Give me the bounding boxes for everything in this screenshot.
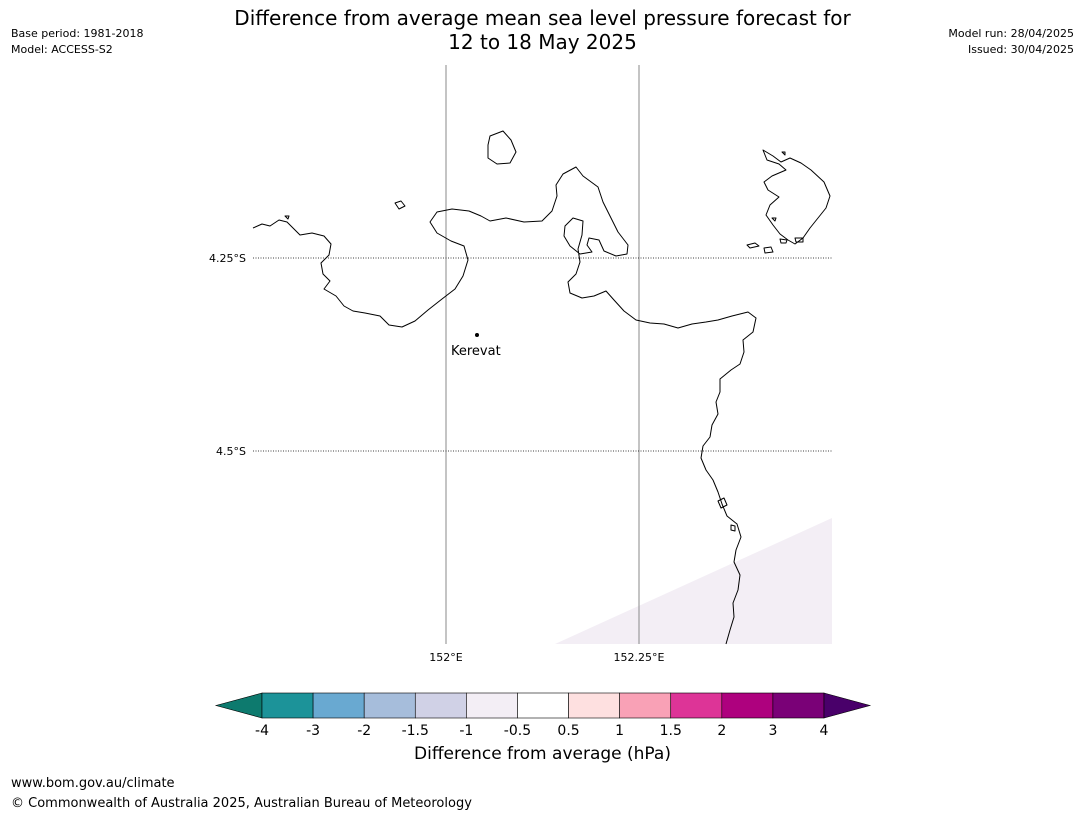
colorbar-tick-label: 1.5 (660, 723, 682, 739)
islet-south-2 (730, 524, 736, 532)
anomaly-shading (555, 518, 832, 644)
colorbar-segment (312, 692, 365, 719)
islet-south-1 (717, 497, 728, 509)
kerevat-label: Kerevat (451, 344, 501, 359)
lat-label-4-5: 4.5°S (216, 445, 246, 458)
kerevat-marker (475, 333, 479, 337)
colorbar-segment (670, 692, 723, 719)
colorbar-segment (721, 692, 774, 719)
colorbar-tick-label: -3 (306, 723, 320, 739)
colorbar-segment (568, 692, 620, 719)
colorbar-segment (261, 692, 314, 719)
islet-east-4 (794, 237, 804, 243)
issued-text: Issued: 30/04/2025 (967, 43, 1074, 56)
meta-right: Model run: 28/04/2025 Issued: 30/04/2025 (948, 26, 1074, 58)
lat-label-4-25: 4.25°S (209, 252, 246, 265)
colorbar-tick-label: 1 (615, 723, 624, 739)
colorbar-tick-label: -0.5 (504, 723, 531, 739)
islet-east-1 (746, 242, 760, 249)
model-run-text: Model run: 28/04/2025 (948, 27, 1074, 40)
islet-east-6 (771, 217, 777, 222)
colorbar-tick-label: 2 (717, 723, 726, 739)
island-east (762, 149, 831, 245)
coastline-main (252, 166, 757, 645)
map-title: Difference from average mean sea level p… (180, 6, 905, 54)
lon-label-152-25: 152.25°E (614, 651, 665, 664)
colorbar-label: Difference from average (hPa) (414, 744, 671, 764)
footer-copyright: © Commonwealth of Australia 2025, Austra… (11, 796, 472, 811)
colorbar-extend-low (214, 692, 263, 719)
island-small-west (394, 200, 406, 210)
colorbar-extend-high (823, 692, 872, 719)
colorbar-segment (414, 692, 467, 719)
islet-east-2 (763, 246, 774, 254)
colorbar-tick-label: -1.5 (402, 723, 429, 739)
colorbar-segment (466, 692, 518, 719)
colorbar-tick-label: -1 (459, 723, 473, 739)
colorbar-tick-label: 3 (768, 723, 777, 739)
island-dot-west (284, 215, 290, 220)
meta-left: Base period: 1981-2018 Model: ACCESS-S2 (11, 26, 143, 58)
colorbar-tick-label: 4 (820, 723, 829, 739)
colorbar-tick-label: 0.5 (557, 723, 579, 739)
footer-url[interactable]: www.bom.gov.au/climate (11, 776, 175, 791)
lon-label-152: 152°E (429, 651, 462, 664)
colorbar-tick-label: -2 (357, 723, 371, 739)
title-line-1: Difference from average mean sea level p… (234, 6, 851, 30)
islet-east-5 (781, 151, 786, 156)
footer: www.bom.gov.au/climate © Commonwealth of… (11, 774, 472, 814)
colorbar-segment (517, 692, 569, 719)
colorbar-segment (772, 692, 825, 719)
colorbar-segment (619, 692, 672, 719)
colorbar-segment (363, 692, 416, 719)
island-north (487, 130, 517, 165)
title-line-2: 12 to 18 May 2025 (448, 30, 637, 54)
base-period-text: Base period: 1981-2018 (11, 27, 144, 40)
colorbar: -4 -3 -2 -1.5 -1 -0.5 0.5 1 1.5 2 3 4 (214, 692, 872, 739)
islet-east-3 (779, 238, 788, 244)
model-text: Model: ACCESS-S2 (11, 43, 113, 56)
colorbar-tick-label: -4 (255, 723, 269, 739)
